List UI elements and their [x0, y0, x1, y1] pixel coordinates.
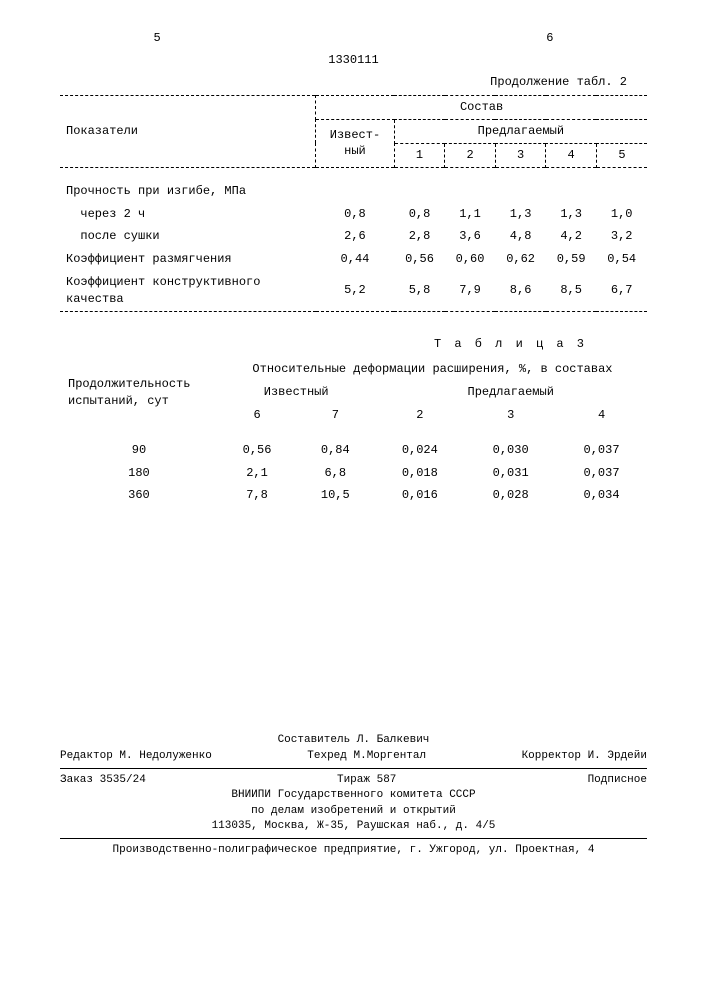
org2: по делам изобретений и открытий	[60, 804, 647, 819]
t3-col: 7	[296, 404, 374, 427]
table-cell: 7,9	[445, 271, 496, 311]
table-cell: 0,84	[296, 439, 374, 462]
table-cell: 0,016	[374, 484, 465, 507]
t2-header-main: Показатели	[60, 96, 316, 167]
table-cell: 2,6	[316, 225, 395, 248]
footer: Составитель Л. Балкевич Редактор М. Недо…	[60, 733, 647, 859]
table-cell: 0,031	[465, 462, 556, 485]
table-cell: 0,034	[556, 484, 647, 507]
table-cell: 8,6	[495, 271, 546, 311]
tirazh: Тираж 587	[337, 773, 396, 788]
table-cell: 6,7	[596, 271, 647, 311]
org1: ВНИИПИ Государственного комитета СССР	[60, 788, 647, 803]
t2-sub-proposed: Предлагаемый	[394, 120, 647, 144]
page-num-left: 5	[154, 30, 161, 47]
t3-header-group: Относительные деформации расширения, %, …	[218, 358, 647, 381]
table-cell: 0,56	[218, 439, 296, 462]
table-cell: 4,8	[495, 225, 546, 248]
t2-header-group: Состав	[316, 96, 647, 120]
table-cell: 1,0	[596, 203, 647, 226]
t3-col: 3	[465, 404, 556, 427]
editor: Редактор М. Недолуженко	[60, 749, 212, 764]
t3-col: 2	[374, 404, 465, 427]
table-cell	[316, 180, 395, 203]
addr: 113035, Москва, Ж-35, Раушская наб., д. …	[60, 819, 647, 834]
techred: Техред М.Моргентал	[307, 749, 426, 764]
table-row-label: Коэффициент размягчения	[60, 248, 316, 271]
table-cell: 0,024	[374, 439, 465, 462]
table-cell	[546, 180, 597, 203]
t3-sub-known: Известный	[218, 381, 375, 404]
table-cell: 2,8	[394, 225, 445, 248]
t3-sub-proposed: Предлагаемый	[374, 381, 647, 404]
table-cell: 0,59	[546, 248, 597, 271]
table-row-label: Коэффициент конструктивного качества	[60, 271, 316, 311]
table-row-label: после сушки	[60, 225, 316, 248]
table-cell: 6,8	[296, 462, 374, 485]
table-row-label: через 2 ч	[60, 203, 316, 226]
compiler: Составитель Л. Балкевич	[60, 733, 647, 748]
table-cell: 0,8	[316, 203, 395, 226]
table-cell	[596, 180, 647, 203]
doc-id: 1330111	[60, 52, 647, 69]
table-row-label: Прочность при изгибе, МПа	[60, 180, 316, 203]
table-cell: 0,56	[394, 248, 445, 271]
table-cell: 0,44	[316, 248, 395, 271]
table-cell: 5,2	[316, 271, 395, 311]
table-cell: 2,1	[218, 462, 296, 485]
table-cell	[394, 180, 445, 203]
table-cell: 3,2	[596, 225, 647, 248]
corrector: Корректор И. Эрдейи	[522, 749, 647, 764]
table-cell: 0,8	[394, 203, 445, 226]
table-cell: 3,6	[445, 225, 496, 248]
table-cell: 1,1	[445, 203, 496, 226]
continuation-label: Продолжение табл. 2	[60, 74, 647, 91]
table-cell: 0,54	[596, 248, 647, 271]
t2-col: 1	[394, 143, 445, 167]
table-2: Показатели Состав Извест- ный Предлагаем…	[60, 95, 647, 317]
t2-col: 4	[546, 143, 597, 167]
t2-col: 5	[596, 143, 647, 167]
t2-col: 3	[495, 143, 546, 167]
table-3: Продолжительность испытаний, сут Относит…	[60, 358, 647, 513]
table-row-label: 180	[60, 462, 218, 485]
t2-sub-known: Извест- ный	[316, 120, 395, 168]
t3-col: 6	[218, 404, 296, 427]
t3-col: 4	[556, 404, 647, 427]
table3-title: Т а б л и ц а 3	[60, 336, 647, 353]
table-cell: 7,8	[218, 484, 296, 507]
table-cell: 4,2	[546, 225, 597, 248]
table-cell: 0,018	[374, 462, 465, 485]
table-cell	[445, 180, 496, 203]
table-cell: 0,037	[556, 462, 647, 485]
t3-header-main: Продолжительность испытаний, сут	[60, 358, 218, 426]
page-num-right: 6	[546, 30, 553, 47]
printer: Производственно-полиграфическое предприя…	[60, 843, 647, 858]
table-cell: 5,8	[394, 271, 445, 311]
podpisnoe: Подписное	[588, 773, 647, 788]
table-cell: 10,5	[296, 484, 374, 507]
table-row-label: 90	[60, 439, 218, 462]
table-cell: 0,60	[445, 248, 496, 271]
table-cell: 0,030	[465, 439, 556, 462]
t2-col: 2	[445, 143, 496, 167]
table-cell: 0,028	[465, 484, 556, 507]
table-cell: 1,3	[495, 203, 546, 226]
table-cell: 0,037	[556, 439, 647, 462]
table-cell: 8,5	[546, 271, 597, 311]
table-cell: 1,3	[546, 203, 597, 226]
order: Заказ 3535/24	[60, 773, 146, 788]
table-row-label: 360	[60, 484, 218, 507]
table-cell: 0,62	[495, 248, 546, 271]
table-cell	[495, 180, 546, 203]
